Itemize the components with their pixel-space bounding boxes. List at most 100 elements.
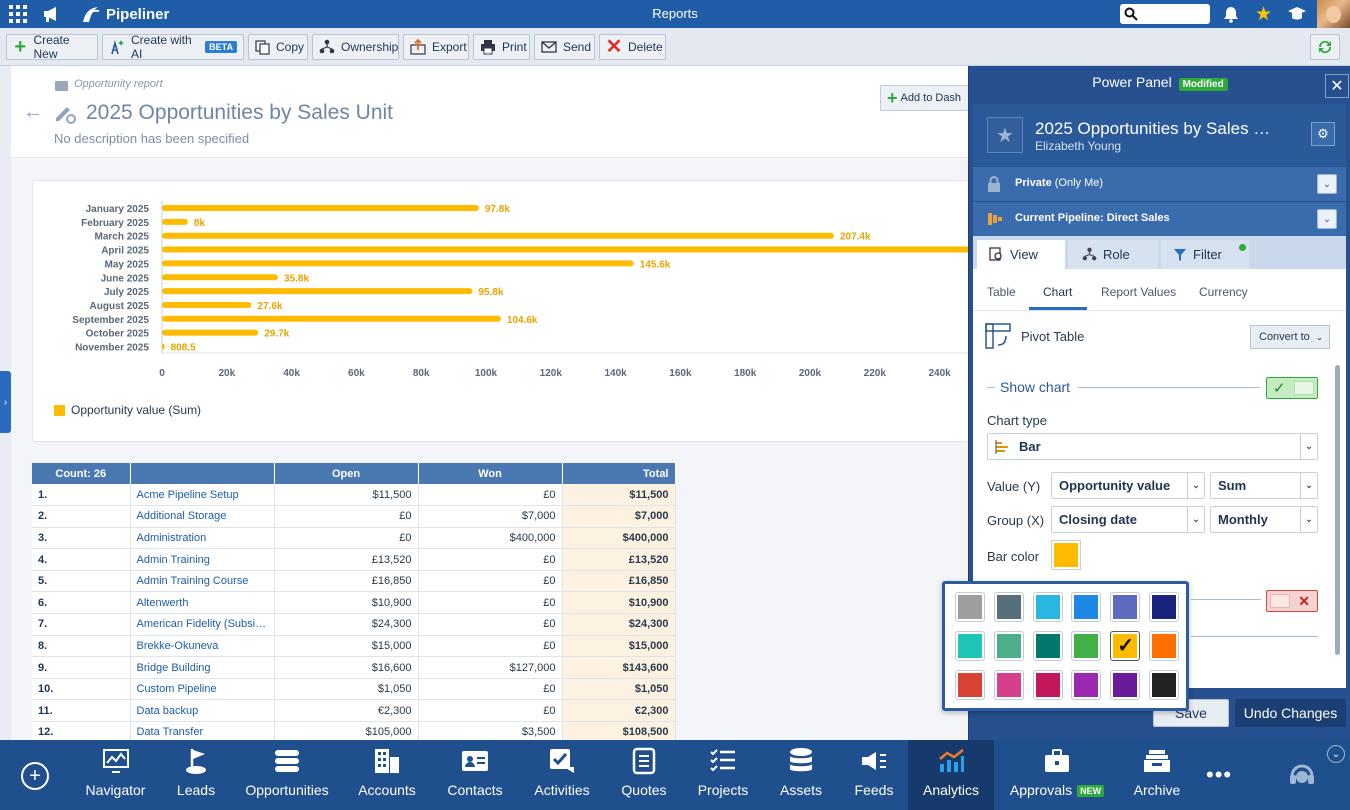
row-name[interactable]: Acme Pipeline Setup	[130, 484, 275, 507]
nav-approvals[interactable]: Approvals NEW	[1004, 740, 1110, 810]
bar[interactable]	[162, 218, 188, 225]
total-header[interactable]: Total	[562, 463, 676, 484]
bar[interactable]	[162, 329, 259, 336]
table-row[interactable]: 12. Data Transfer $105,000 $3,500 $108,500	[32, 721, 676, 740]
color-swatch[interactable]	[1032, 670, 1063, 700]
group-field-select[interactable]: Closing date ⌄	[1051, 506, 1205, 533]
color-swatch[interactable]	[1149, 592, 1179, 622]
open-header[interactable]: Open	[274, 463, 419, 484]
pipeline-expand-button[interactable]: ⌄	[1317, 209, 1337, 229]
graduation-cap-icon[interactable]	[1287, 5, 1307, 26]
table-row[interactable]: 6. Altenwerth $10,900 £0 $10,900	[32, 591, 676, 615]
add-circle-button[interactable]: +	[21, 762, 49, 790]
print-button[interactable]: Print	[473, 34, 530, 60]
row-name[interactable]: Bridge Building	[130, 656, 275, 679]
nav-assets[interactable]: Assets	[775, 740, 827, 810]
value-aggregation-select[interactable]: Sum ⌄	[1210, 472, 1318, 499]
create-new-button[interactable]: + Create New	[6, 33, 98, 61]
table-row[interactable]: 5. Admin Training Course £16,850 £0 £16,850	[32, 570, 676, 593]
chart-type-select[interactable]: Bar ⌄	[987, 433, 1318, 460]
bar[interactable]	[162, 288, 473, 295]
color-swatch[interactable]	[993, 631, 1024, 661]
nav-opportunities[interactable]: Opportunities	[244, 740, 330, 810]
subtab-table[interactable]: Table	[987, 285, 1016, 299]
row-name[interactable]: Altenwerth	[130, 591, 275, 615]
copy-button[interactable]: Copy	[248, 34, 308, 60]
megaphone-icon[interactable]	[42, 5, 62, 23]
color-swatch[interactable]: ✓	[1110, 631, 1141, 661]
report-settings-button[interactable]: ⚙	[1311, 122, 1335, 146]
color-swatch[interactable]	[955, 670, 985, 700]
won-header[interactable]: Won	[418, 463, 563, 484]
nav-quotes[interactable]: Quotes	[617, 740, 671, 810]
bar[interactable]	[162, 260, 634, 267]
color-swatch[interactable]	[1032, 592, 1063, 622]
table-row[interactable]: 8. Brekke-Okuneva $15,000 £0 $15,000	[32, 635, 676, 658]
row-name[interactable]: Admin Training Course	[130, 570, 275, 593]
color-swatch[interactable]	[1032, 631, 1063, 661]
nav-navigator[interactable]: Navigator	[86, 740, 145, 810]
add-to-dashboard-button[interactable]: + Add to Dash	[880, 85, 969, 111]
collapse-nav-button[interactable]: ⌄	[1327, 745, 1345, 763]
bar[interactable]	[162, 315, 501, 322]
bar[interactable]	[162, 301, 252, 308]
row-name[interactable]: Custom Pipeline	[130, 678, 275, 701]
color-swatch[interactable]	[1110, 592, 1141, 622]
more-icon[interactable]: •••	[1206, 762, 1233, 787]
edit-settings-icon[interactable]	[53, 101, 77, 128]
table-row[interactable]: 10. Custom Pipeline $1,050 £0 $1,050	[32, 678, 676, 701]
headset-support-icon[interactable]	[1288, 760, 1316, 793]
nav-projects[interactable]: Projects	[692, 740, 754, 810]
color-swatch[interactable]	[955, 592, 985, 622]
pipeline-row[interactable]: Current Pipeline: Direct Sales ⌄	[973, 202, 1346, 236]
export-button[interactable]: Export	[403, 34, 469, 60]
row-name[interactable]: Data Transfer	[130, 721, 275, 740]
bell-icon[interactable]	[1222, 5, 1240, 26]
bar[interactable]	[162, 232, 834, 239]
color-swatch[interactable]	[993, 592, 1024, 622]
tab-view[interactable]: View	[977, 240, 1065, 269]
nav-archive[interactable]: Archive	[1124, 740, 1190, 810]
color-swatch[interactable]	[1071, 670, 1102, 700]
nav-accounts[interactable]: Accounts	[352, 740, 422, 810]
bar[interactable]	[162, 205, 479, 211]
color-swatch[interactable]	[1149, 631, 1179, 661]
table-row[interactable]: 3. Administration £0 $400,000 $400,000	[32, 527, 676, 550]
privacy-row[interactable]: Private (Only Me) ⌄	[973, 167, 1346, 201]
subtab-report-values[interactable]: Report Values	[1101, 285, 1177, 299]
tab-filter[interactable]: Filter	[1161, 240, 1249, 269]
secondary-toggle[interactable]: ✕	[1266, 590, 1318, 612]
favorite-star-icon[interactable]: ★	[987, 117, 1023, 153]
avatar[interactable]	[1317, 0, 1350, 28]
create-with-ai-button[interactable]: Create with AI BETA	[102, 33, 244, 61]
color-swatch[interactable]	[955, 631, 985, 661]
row-name[interactable]: Additional Storage	[130, 505, 275, 528]
color-swatch[interactable]	[1071, 592, 1102, 622]
close-panel-button[interactable]: ✕	[1325, 74, 1349, 98]
ownership-button[interactable]: Ownership	[312, 34, 399, 60]
search-input[interactable]	[1120, 4, 1210, 24]
color-swatch[interactable]	[1149, 670, 1179, 700]
table-row[interactable]: 1. Acme Pipeline Setup $11,500 £0 $11,500	[32, 484, 676, 507]
tab-role[interactable]: Role	[1068, 240, 1158, 269]
group-period-select[interactable]: Monthly ⌄	[1210, 506, 1318, 533]
subtab-currency[interactable]: Currency	[1199, 285, 1248, 299]
subtab-chart[interactable]: Chart	[1043, 285, 1073, 299]
bar[interactable]	[162, 246, 969, 253]
expand-left-panel-handle[interactable]: ›	[0, 371, 11, 433]
row-name[interactable]: Administration	[130, 527, 275, 550]
row-name[interactable]: Brekke-Okuneva	[130, 635, 275, 658]
undo-changes-button[interactable]: Undo Changes	[1235, 699, 1346, 727]
refresh-button[interactable]	[1310, 34, 1340, 60]
nav-contacts[interactable]: Contacts	[446, 740, 504, 810]
nav-leads[interactable]: Leads	[172, 740, 220, 810]
row-name[interactable]: Data backup	[130, 699, 275, 723]
privacy-expand-button[interactable]: ⌄	[1317, 174, 1337, 194]
color-swatch[interactable]	[1110, 670, 1141, 700]
app-grid-icon[interactable]	[9, 5, 27, 23]
show-chart-toggle[interactable]: ✓	[1266, 377, 1318, 399]
star-icon[interactable]: ★	[1255, 4, 1273, 25]
send-button[interactable]: Send	[534, 34, 595, 60]
panel-scrollbar[interactable]	[1335, 365, 1340, 655]
nav-feeds[interactable]: Feeds	[848, 740, 900, 810]
